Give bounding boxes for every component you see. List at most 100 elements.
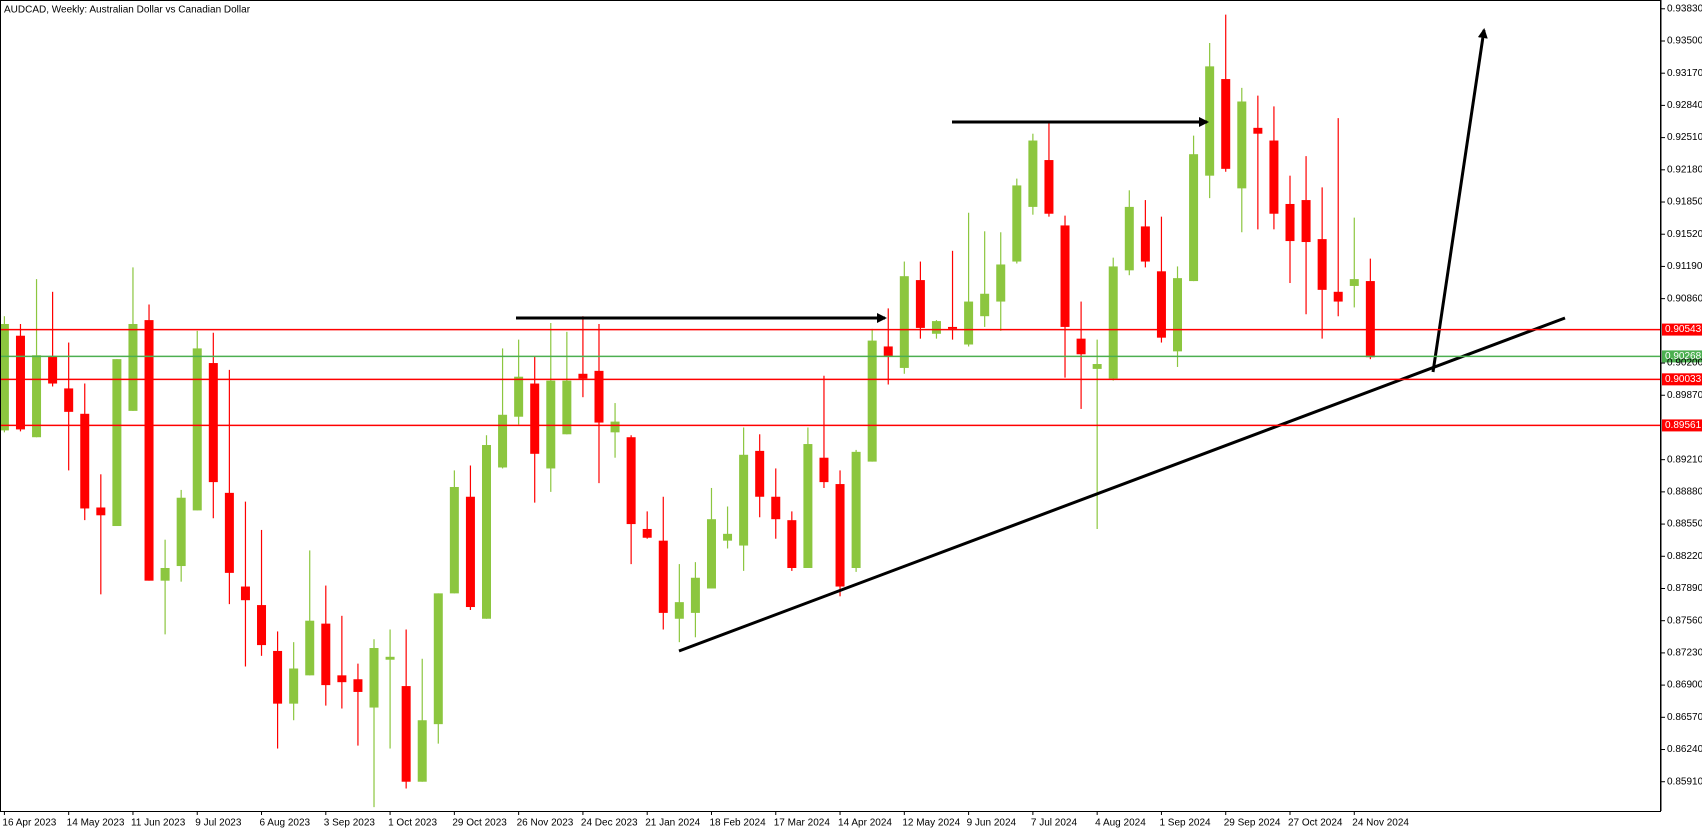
candle-body [208,363,218,483]
y-tick-label: 0.87230 [1667,648,1702,659]
candle-body [1092,364,1102,369]
x-tick-label: 14 May 2023 [67,818,125,829]
candle-body [498,414,508,468]
candle-body [289,668,299,704]
candle-body [449,486,459,594]
candle-body [353,679,363,692]
x-tick-label: 9 Jun 2024 [967,818,1017,829]
candle-body [1285,203,1295,242]
levels: 0.90543 0.90268 0.90033 0.89561 [0,323,1702,432]
y-tick-label: 0.86900 [1667,680,1702,691]
candle-body [112,359,122,527]
candle-body [964,301,974,345]
drawings [516,28,1566,653]
candle-body [674,602,684,619]
candle-body [1108,266,1118,379]
x-tick-label: 16 Apr 2023 [2,818,56,829]
arrow [1431,28,1488,373]
candle-body [594,370,604,423]
candle-body [723,533,733,541]
candle-body [706,519,716,589]
candle-body [1221,79,1231,169]
x-tick-label: 1 Oct 2023 [388,818,437,829]
candle-body [996,264,1006,302]
candle-body [1076,338,1086,355]
candle-body [192,348,202,511]
y-tick-label: 0.91190 [1667,261,1702,272]
candle-body [948,326,958,329]
candle-body [658,540,668,613]
x-tick-label: 29 Sep 2024 [1224,818,1281,829]
candle-body [787,520,797,568]
level-label: 0.90543 [1665,324,1702,335]
trend-line [678,316,1566,653]
candle-body [48,356,58,384]
candle-body [899,276,909,368]
x-tick-label: 26 Nov 2023 [517,818,574,829]
candle-body [64,388,74,412]
chart-title: AUDCAD, Weekly: Australian Dollar vs Can… [4,5,251,16]
y-tick-label: 0.93170 [1667,68,1702,79]
candle-body [530,383,540,454]
candle-body [305,620,315,676]
candle-body [835,484,845,587]
candle-body [80,413,90,509]
candle-body [771,496,781,520]
candle-body [1044,160,1054,214]
candle-body [546,380,556,469]
candle-body [0,324,9,431]
candle-body [321,623,331,686]
candle-body [1317,239,1327,290]
y-tick-label: 0.85910 [1667,776,1702,787]
candle-body [240,586,250,601]
x-tick-label: 18 Feb 2024 [709,818,766,829]
x-tick-label: 7 Jul 2024 [1031,818,1078,829]
level-label: 0.90033 [1665,374,1702,385]
x-tick-label: 12 May 2024 [902,818,960,829]
y-tick-label: 0.86240 [1667,744,1702,755]
x-tick-label: 24 Dec 2023 [581,818,638,829]
candle-body [417,720,427,782]
y-tick-label: 0.89870 [1667,390,1702,401]
y-tick-label: 0.87890 [1667,583,1702,594]
x-tick-label: 27 Oct 2024 [1288,818,1343,829]
candle-body [626,437,636,525]
candle-body [1205,66,1215,176]
candle-body [257,605,267,646]
x-tick-label: 14 Apr 2024 [838,818,892,829]
y-tick-label: 0.88220 [1667,551,1702,562]
x-tick-label: 6 Aug 2023 [260,818,311,829]
level-label-box [1662,373,1702,386]
candle-body [803,444,813,568]
level-label: 0.89561 [1665,420,1702,431]
candle-body [1156,271,1166,338]
y-tick-label: 0.90200 [1667,358,1702,369]
candle-body [1237,101,1247,189]
candle-body [931,321,941,334]
candle-body [980,293,990,317]
candle-body [96,507,106,516]
candle-body [1253,127,1263,134]
x-tick-label: 21 Jan 2024 [645,818,700,829]
candle-body [1173,278,1183,352]
candle-body [915,280,925,328]
y-tick-label: 0.92840 [1667,100,1702,111]
y-tick-label: 0.86570 [1667,712,1702,723]
x-tick-label: 9 Jul 2023 [195,818,242,829]
x-tick-label: 17 Mar 2024 [774,818,831,829]
candle-body [642,528,652,538]
candle-body [32,355,42,438]
y-tick-label: 0.93500 [1667,36,1702,47]
y-tick-label: 0.88880 [1667,487,1702,498]
candle-body [562,380,572,435]
x-tick-label: 1 Sep 2024 [1159,818,1211,829]
candle-body [337,675,347,683]
candle-body [176,497,186,567]
level-label-box [1662,350,1702,363]
y-tick-label: 0.92180 [1667,164,1702,175]
candle-body [1333,291,1343,302]
candle-body [144,320,154,581]
x-tick-label: 4 Aug 2024 [1095,818,1146,829]
